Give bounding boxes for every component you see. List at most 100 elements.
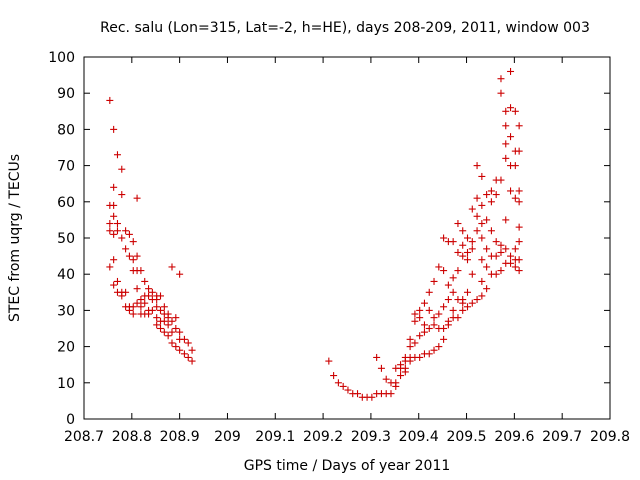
data-point xyxy=(483,191,491,199)
data-point xyxy=(515,198,523,206)
data-point xyxy=(113,227,121,235)
data-point xyxy=(507,259,515,267)
data-point xyxy=(125,230,133,238)
data-point xyxy=(118,191,126,199)
data-point xyxy=(454,314,462,322)
data-point xyxy=(416,314,424,322)
data-point xyxy=(497,248,505,256)
data-point xyxy=(473,212,481,220)
data-point xyxy=(492,238,500,246)
data-point xyxy=(176,328,184,336)
data-point xyxy=(464,248,472,256)
data-point xyxy=(145,292,153,300)
data-point xyxy=(113,277,121,285)
data-point xyxy=(478,234,486,242)
y-tick-label: 30 xyxy=(57,303,75,319)
data-point xyxy=(502,107,510,115)
data-point xyxy=(454,267,462,275)
data-point xyxy=(397,372,405,380)
data-point xyxy=(118,292,126,300)
data-point xyxy=(507,187,515,195)
data-point xyxy=(440,335,448,343)
data-point xyxy=(430,321,438,329)
data-point xyxy=(473,296,481,304)
data-point xyxy=(387,390,395,398)
data-point xyxy=(406,357,414,365)
x-tick-label: 209.4 xyxy=(399,429,439,445)
data-point xyxy=(440,325,448,332)
data-point xyxy=(180,350,188,358)
data-point xyxy=(483,263,491,271)
data-point xyxy=(373,353,381,361)
data-point xyxy=(502,154,510,162)
data-point xyxy=(492,191,500,199)
data-point xyxy=(118,234,126,242)
data-point xyxy=(148,288,156,296)
data-point xyxy=(511,263,519,271)
data-point xyxy=(133,285,141,293)
data-point xyxy=(392,382,400,390)
data-point xyxy=(168,339,176,347)
data-point xyxy=(464,256,472,264)
y-tick-label: 80 xyxy=(57,122,75,138)
data-point xyxy=(164,314,172,322)
data-point xyxy=(444,296,452,304)
data-point xyxy=(339,382,347,390)
data-point xyxy=(449,306,457,314)
data-point xyxy=(188,346,196,354)
data-point xyxy=(487,187,495,195)
data-point xyxy=(113,151,121,159)
data-point xyxy=(454,248,462,256)
y-axis-label: STEC from uqrg / TECUs xyxy=(7,154,23,322)
data-point xyxy=(425,325,433,332)
data-point xyxy=(511,107,519,115)
y-tick-label: 0 xyxy=(66,412,75,428)
data-point xyxy=(507,104,515,112)
data-point xyxy=(184,339,192,347)
data-point xyxy=(468,245,476,253)
data-point xyxy=(502,245,510,253)
data-point xyxy=(157,292,165,300)
data-point xyxy=(468,299,476,307)
data-point xyxy=(168,317,176,325)
data-point xyxy=(416,332,424,340)
data-point xyxy=(420,321,428,329)
x-tick-label: 208.9 xyxy=(160,429,200,445)
data-point xyxy=(110,201,118,209)
chart-title: Rec. salu (Lon=315, Lat=-2, h=HE), days … xyxy=(100,20,590,36)
x-tick-label: 209.7 xyxy=(542,429,582,445)
data-point xyxy=(137,267,145,275)
data-point xyxy=(172,314,180,322)
data-point xyxy=(188,357,196,365)
data-point xyxy=(110,212,118,220)
data-point xyxy=(125,306,133,314)
data-point xyxy=(133,252,141,260)
y-tick-label: 20 xyxy=(57,340,75,356)
data-point xyxy=(106,220,114,228)
data-point xyxy=(145,310,153,318)
data-point xyxy=(492,270,500,278)
data-point xyxy=(478,292,486,300)
data-point xyxy=(125,252,133,260)
data-point xyxy=(511,194,519,202)
data-point xyxy=(487,198,495,206)
data-point xyxy=(515,147,523,155)
data-point xyxy=(110,281,118,289)
data-point xyxy=(160,317,168,325)
data-point xyxy=(511,162,519,170)
data-point xyxy=(430,346,438,354)
data-point xyxy=(160,303,168,311)
data-point xyxy=(478,220,486,228)
data-point xyxy=(122,288,130,296)
data-point xyxy=(129,310,137,318)
x-axis-label: GPS time / Days of year 2011 xyxy=(244,458,451,474)
data-point xyxy=(478,172,486,180)
data-point xyxy=(515,122,523,130)
data-point xyxy=(502,140,510,148)
data-point xyxy=(515,223,523,231)
data-point xyxy=(330,372,338,380)
data-point xyxy=(141,299,149,307)
data-point xyxy=(515,187,523,195)
data-point xyxy=(406,335,414,343)
data-point xyxy=(483,285,491,293)
